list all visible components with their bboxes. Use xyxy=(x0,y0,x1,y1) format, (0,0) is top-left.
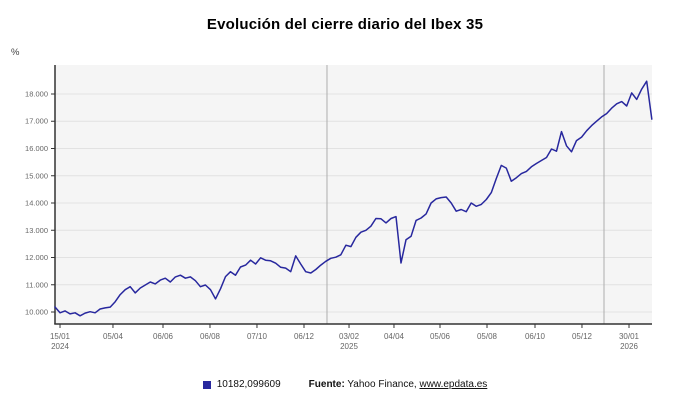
x-tick-label: 06/08 xyxy=(200,332,221,341)
x-tick-label: 05/04 xyxy=(103,332,124,341)
legend-swatch-icon xyxy=(202,381,211,389)
plot-background xyxy=(55,65,652,324)
y-tick-label: 18.000 xyxy=(25,89,48,98)
y-tick-label: 17.000 xyxy=(25,117,48,126)
source-caption: Fuente: Yahoo Finance, www.epdata.es xyxy=(309,379,488,390)
y-tick-label: 15.000 xyxy=(25,171,48,180)
x-tick-label: 05/06 xyxy=(430,332,451,341)
legend-series-label: 10182,099609 xyxy=(216,379,281,390)
x-tick-label: 05/12 xyxy=(572,332,593,341)
x-tick-label: 05/08 xyxy=(477,332,498,341)
y-tick-label: 16.000 xyxy=(25,144,48,153)
chart-area: 10.000 11.000 12.000 13.000 14.000 15.000 16.0… xyxy=(0,58,690,370)
y-tick-label: 11.000 xyxy=(26,280,48,289)
line-chart: 10.000 11.000 12.000 13.000 14.000 15.000 16.0… xyxy=(25,65,653,351)
x-tick-label: 03/02 2025 xyxy=(339,332,360,351)
series-line xyxy=(54,80,653,317)
page-title: Evolución del cierre diario del Ibex 35 xyxy=(206,16,484,33)
source-link[interactable]: www.epdata.es xyxy=(419,379,488,390)
legend-item: 10182,099609 xyxy=(202,379,281,390)
x-tick-label: 06/12 xyxy=(294,332,315,341)
legend-row: 10182,099609 Fuente: Yahoo Finance, www.… xyxy=(0,379,690,390)
x-tick-label: 04/04 xyxy=(384,332,405,341)
source-text: Yahoo Finance, xyxy=(344,379,420,390)
x-tick-label: 06/10 xyxy=(525,332,546,341)
x-tick-label: 06/06 xyxy=(153,332,174,341)
x-tick-label: 07/10 xyxy=(247,332,268,341)
y-tick-label: 14.000 xyxy=(25,199,48,208)
y-axis-unit-label: % xyxy=(11,47,20,58)
x-tick-label: 30/01 2026 xyxy=(619,332,640,351)
x-tick-label: 15/01 2024 xyxy=(50,332,71,351)
y-tick-label: 12.000 xyxy=(25,253,48,262)
source-prefix: Fuente: xyxy=(308,379,345,390)
y-tick-label: 10.000 xyxy=(25,308,48,317)
y-tick-label: 13.000 xyxy=(25,226,48,235)
